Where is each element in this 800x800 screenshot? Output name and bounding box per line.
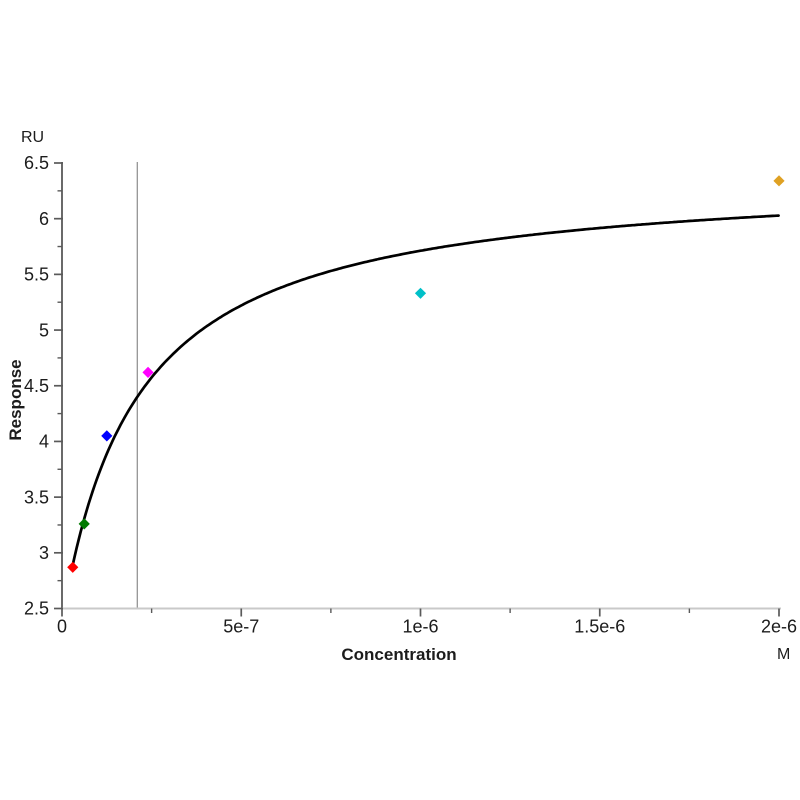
x-unit-label: M	[777, 646, 791, 663]
x-tick-label: 1.5e-6	[574, 617, 625, 637]
data-point-cyan	[414, 287, 427, 299]
y-tick-label: 6	[39, 209, 49, 229]
y-tick-label: 5	[39, 320, 49, 340]
data-point-gold	[773, 175, 785, 187]
y-tick-label: 5.5	[24, 265, 49, 285]
x-tick-label: 0	[57, 617, 67, 637]
y-tick-label: 6.5	[24, 153, 49, 173]
x-tick-label: 5e-7	[223, 617, 259, 637]
data-point-red	[67, 561, 79, 573]
data-point-magenta	[142, 366, 154, 378]
y-tick-label: 2.5	[24, 599, 49, 619]
y-tick-label: 4	[39, 432, 49, 452]
y-tick-label: 3.5	[24, 487, 49, 507]
fit-curve	[71, 214, 780, 567]
x-tick-label: 1e-6	[402, 617, 438, 637]
data-point-blue	[101, 430, 113, 442]
y-tick-label: 4.5	[24, 376, 49, 396]
x-axis-title: Concentration	[341, 645, 457, 664]
y-unit-label: RU	[21, 129, 45, 146]
y-axis-title: Response	[6, 359, 25, 441]
y-tick-label: 3	[39, 543, 49, 563]
data-point-green	[78, 518, 90, 530]
x-tick-label: 2e-6	[761, 617, 797, 637]
